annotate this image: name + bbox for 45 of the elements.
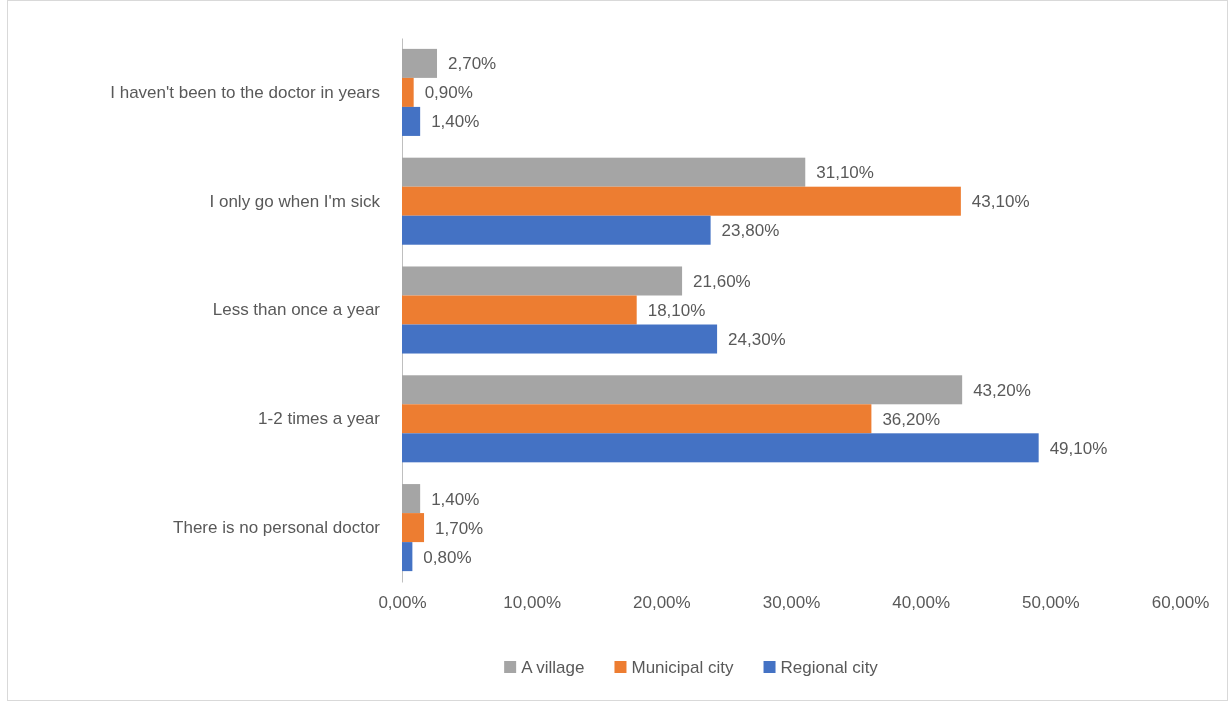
bar xyxy=(402,157,806,187)
bar xyxy=(402,266,683,296)
bar xyxy=(402,295,637,325)
x-tick-label: 30,00% xyxy=(762,593,821,613)
bar xyxy=(402,484,421,514)
bar xyxy=(402,48,438,78)
bar xyxy=(402,106,421,136)
bar xyxy=(402,433,1039,463)
data-label: 1,40% xyxy=(431,489,480,509)
data-label: 43,10% xyxy=(971,192,1030,212)
y-tick-label: I haven't been to the doctor in years xyxy=(110,82,380,102)
y-tick-label: 1-2 times a year xyxy=(258,409,381,429)
legend-label: Regional city xyxy=(780,657,879,677)
legend-label: Municipal city xyxy=(631,657,735,677)
data-label: 2,70% xyxy=(448,54,497,74)
bar xyxy=(402,324,718,354)
bar xyxy=(402,375,963,405)
bar xyxy=(402,186,961,216)
x-tick-label: 20,00% xyxy=(633,593,691,613)
bar xyxy=(402,404,872,434)
bar xyxy=(402,542,413,572)
data-label: 49,10% xyxy=(1049,438,1108,458)
data-label: 36,20% xyxy=(882,409,941,429)
data-label: 0,80% xyxy=(423,547,472,567)
y-tick-label: I only go when I'm sick xyxy=(209,191,381,211)
x-tick-label: 10,00% xyxy=(503,593,561,613)
data-label: 31,10% xyxy=(816,163,874,183)
data-label: 24,30% xyxy=(728,329,786,349)
x-tick-label: 50,00% xyxy=(1022,593,1080,613)
data-label: 0,90% xyxy=(424,83,473,103)
data-label: 43,20% xyxy=(973,380,1031,400)
data-label: 21,60% xyxy=(693,271,751,291)
x-tick-label: 0,00% xyxy=(378,593,427,613)
y-tick-label: Less than once a year xyxy=(212,300,381,320)
data-label: 1,40% xyxy=(431,112,480,132)
data-label: 1,70% xyxy=(435,518,484,538)
bar xyxy=(402,215,711,245)
y-tick-label: There is no personal doctor xyxy=(173,518,381,538)
x-tick-label: 40,00% xyxy=(892,593,950,613)
x-tick-label: 60,00% xyxy=(1151,593,1210,613)
legend-label: A village xyxy=(521,657,585,677)
bar xyxy=(402,77,414,107)
bar xyxy=(402,513,425,543)
data-label: 18,10% xyxy=(647,300,706,320)
data-label: 23,80% xyxy=(721,221,780,241)
